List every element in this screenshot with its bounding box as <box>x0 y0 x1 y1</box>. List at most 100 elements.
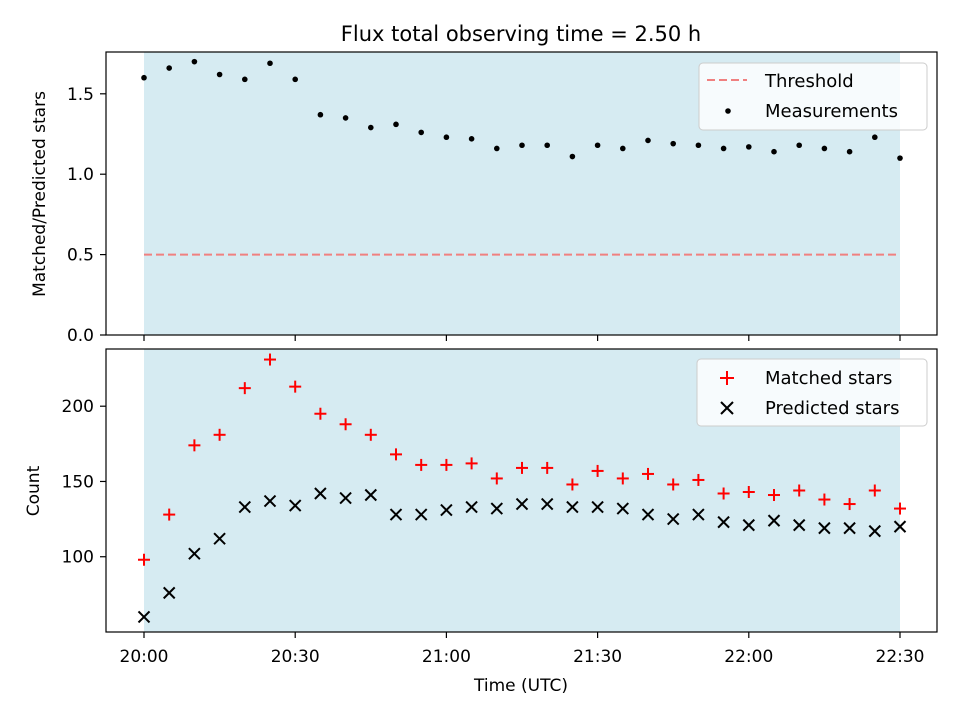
x-tick-label: 20:00 <box>120 647 169 667</box>
predicted-stars-points <box>137 487 907 624</box>
measurement-point <box>166 65 172 71</box>
matched-stars-legend-marker <box>720 371 734 385</box>
matched-stars-point <box>163 508 176 521</box>
matched-stars-point <box>138 553 150 566</box>
matched-stars-point <box>490 472 503 485</box>
predicted-stars-legend-label: Predicted stars <box>765 398 899 419</box>
predicted-stars-legend-marker <box>720 401 734 415</box>
matched-stars-point <box>314 407 327 420</box>
matched-stars-point <box>818 493 831 506</box>
matched-stars-point <box>793 484 806 497</box>
bottom-y-axis-label: Count <box>24 465 44 516</box>
matched-stars-point <box>465 457 478 470</box>
predicted-stars-point <box>818 521 831 535</box>
measurement-point <box>368 124 374 131</box>
bottom-panel: 100 150 200 20:00 20:30 21:00 21:30 22:00 22:30… <box>24 348 938 696</box>
top-axes-frame <box>105 51 938 336</box>
bottom-x-ticks: 20:00 20:30 21:00 21:30 22:00 22:30 <box>120 632 925 667</box>
predicted-stars-point <box>843 521 856 535</box>
matched-stars-legend-label: Matched stars <box>765 368 892 389</box>
predicted-stars-point <box>364 488 378 502</box>
measurement-point <box>468 136 475 142</box>
matched-stars-point <box>667 478 680 491</box>
predicted-stars-point <box>540 497 554 511</box>
measurement-point <box>771 148 777 155</box>
top-y-ticks: 0.0 0.5 1.0 1.5 <box>67 85 106 346</box>
measurement-point <box>216 71 223 78</box>
predicted-stars-point <box>792 518 806 532</box>
predicted-stars-point <box>666 512 680 526</box>
predicted-stars-point <box>717 515 730 529</box>
predicted-stars-point <box>641 508 655 521</box>
predicted-stars-point <box>137 610 151 624</box>
top-y-axis-label: Matched/Predicted stars <box>30 91 50 297</box>
x-tick-label: 21:30 <box>573 647 622 667</box>
predicted-stars-point <box>188 547 201 560</box>
measurement-point <box>796 142 802 149</box>
measurement-point <box>594 142 601 149</box>
measurement-point <box>242 76 248 83</box>
top-y-tick-label: 1.0 <box>67 165 94 185</box>
measurement-point <box>569 153 576 160</box>
matched-stars-point <box>541 461 554 474</box>
matched-stars-point <box>440 458 453 471</box>
top-y-tick-label: 0.0 <box>67 326 94 346</box>
matched-stars-point <box>768 489 780 502</box>
measurement-point <box>443 134 450 141</box>
bottom-y-tick-label: 100 <box>62 548 94 568</box>
matched-stars-point <box>213 428 226 441</box>
top-y-tick-label: 0.5 <box>67 246 94 266</box>
matched-stars-point <box>415 458 428 471</box>
measurement-point <box>317 111 324 118</box>
predicted-stars-point <box>515 497 529 511</box>
matched-stars-point <box>516 461 528 474</box>
measurement-point <box>191 58 198 65</box>
x-tick-label: 20:30 <box>271 647 320 667</box>
top-legend: Threshold Measurements <box>698 62 928 131</box>
measurement-point <box>267 60 273 67</box>
matched-stars-point <box>188 439 201 452</box>
measurement-point <box>292 76 299 83</box>
measurement-point <box>872 134 878 141</box>
measurement-point <box>695 142 702 149</box>
predicted-stars-point <box>868 524 882 538</box>
measurement-point <box>645 137 651 144</box>
measurement-point <box>897 155 903 161</box>
predicted-stars-point <box>339 491 352 505</box>
matched-stars-point <box>289 380 302 393</box>
matched-stars-point <box>717 487 730 500</box>
predicted-stars-point <box>314 487 327 500</box>
measurement-point <box>342 115 349 121</box>
predicted-stars-point <box>893 520 907 533</box>
measurement-point <box>821 145 828 152</box>
x-tick-label: 22:00 <box>724 647 773 667</box>
matched-stars-point <box>364 428 377 441</box>
predicted-stars-point <box>440 503 453 517</box>
x-tick-label: 21:00 <box>422 647 471 667</box>
measurement-point <box>620 145 626 152</box>
matched-stars-point <box>566 478 579 491</box>
predicted-stars-point <box>162 586 176 600</box>
predicted-stars-point <box>238 500 252 514</box>
predicted-stars-point <box>692 508 705 521</box>
matched-stars-point <box>238 382 251 395</box>
matched-stars-point <box>264 353 276 366</box>
measurement-point <box>519 142 525 149</box>
predicted-stars-point <box>414 508 428 521</box>
predicted-stars-point <box>742 518 756 532</box>
predicted-stars-point <box>591 500 604 514</box>
bottom-y-tick-label: 200 <box>62 397 94 417</box>
predicted-stars-point <box>288 499 302 512</box>
predicted-stars-point <box>465 500 478 514</box>
matched-stars-point <box>692 473 705 486</box>
matched-stars-point <box>616 472 629 485</box>
measurement-point <box>494 145 500 152</box>
top-x-ticks <box>143 335 901 341</box>
bottom-y-tick-label: 150 <box>62 472 94 492</box>
measurement-point <box>746 144 752 150</box>
matched-stars-point <box>894 502 906 515</box>
matched-stars-point <box>843 498 856 511</box>
measurement-point <box>141 74 147 81</box>
bottom-axes-frame <box>105 348 938 633</box>
